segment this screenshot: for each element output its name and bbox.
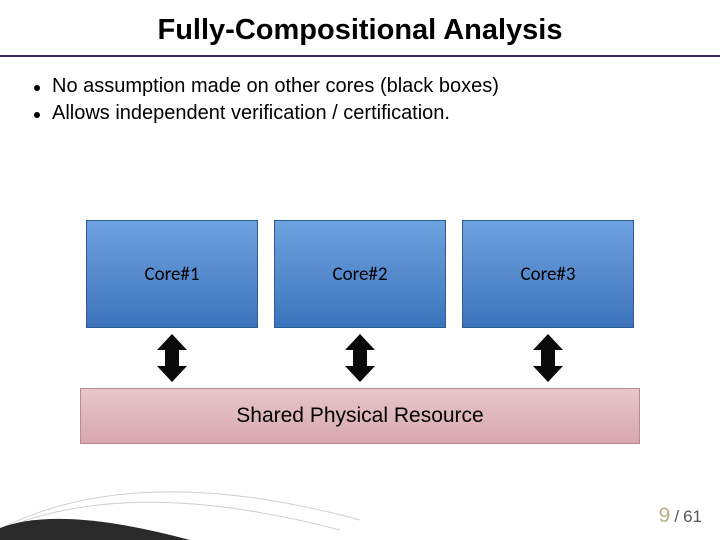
arrows-row: [0, 334, 720, 382]
page-separator: /: [674, 507, 679, 527]
bullet-text: No assumption made on other cores (black…: [52, 75, 499, 98]
core-label: Core#2: [332, 263, 387, 286]
bullet-list: No assumption made on other cores (black…: [0, 57, 720, 125]
arrow-slot: [462, 334, 634, 382]
core-label: Core#3: [520, 263, 575, 286]
core-label: Core#1: [144, 263, 199, 286]
slide: Fully-Compositional Analysis No assumpti…: [0, 0, 720, 540]
core-box-1: Core#1: [86, 220, 258, 328]
bullet-text: Allows independent verification / certif…: [52, 102, 450, 125]
core-box-3: Core#3: [462, 220, 634, 328]
arrow-slot: [274, 334, 446, 382]
bullet-dot-icon: [34, 112, 40, 118]
cores-row: Core#1 Core#2 Core#3: [0, 220, 720, 328]
slide-title: Fully-Compositional Analysis: [0, 0, 720, 47]
double-arrow-icon: [157, 334, 187, 382]
bullet-dot-icon: [34, 85, 40, 91]
bullet-item: Allows independent verification / certif…: [34, 102, 690, 125]
page-current: 9: [659, 504, 671, 528]
shared-resource-box: Shared Physical Resource: [80, 388, 640, 444]
core-box-2: Core#2: [274, 220, 446, 328]
double-arrow-icon: [345, 334, 375, 382]
page-total: 61: [683, 507, 702, 527]
footer-decoration: [0, 450, 720, 540]
double-arrow-icon: [533, 334, 563, 382]
arrow-slot: [86, 334, 258, 382]
shared-resource-label: Shared Physical Resource: [236, 404, 483, 428]
bullet-item: No assumption made on other cores (black…: [34, 75, 690, 98]
page-number: 9 / 61: [659, 504, 702, 528]
